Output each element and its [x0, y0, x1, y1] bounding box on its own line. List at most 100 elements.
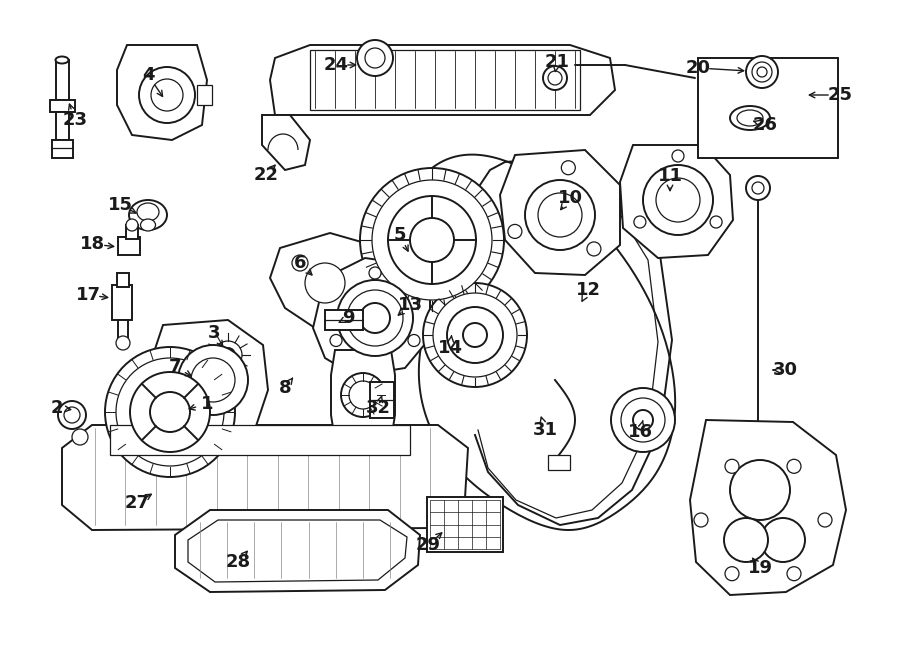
Text: 22: 22 — [254, 166, 278, 184]
Circle shape — [305, 263, 345, 303]
Circle shape — [633, 410, 653, 430]
Bar — [118, 320, 128, 340]
Circle shape — [372, 180, 492, 300]
Circle shape — [710, 216, 722, 228]
Circle shape — [191, 358, 235, 402]
Polygon shape — [690, 420, 846, 595]
Text: 9: 9 — [342, 309, 355, 327]
Circle shape — [408, 334, 420, 346]
Polygon shape — [270, 233, 375, 328]
Circle shape — [621, 398, 665, 442]
Circle shape — [634, 216, 646, 228]
Ellipse shape — [730, 106, 770, 130]
Circle shape — [643, 165, 713, 235]
Text: 25: 25 — [827, 86, 852, 104]
Text: 15: 15 — [107, 196, 132, 214]
Ellipse shape — [737, 110, 763, 126]
Bar — [118, 237, 140, 255]
Text: 2: 2 — [50, 399, 63, 417]
Polygon shape — [117, 45, 207, 140]
Circle shape — [330, 334, 342, 346]
Polygon shape — [500, 150, 620, 275]
Circle shape — [126, 219, 138, 231]
Bar — [52, 140, 73, 158]
Circle shape — [365, 48, 385, 68]
Bar — [56, 60, 69, 100]
Bar — [698, 58, 838, 158]
Text: 28: 28 — [225, 553, 250, 571]
Circle shape — [58, 401, 86, 429]
Text: 31: 31 — [533, 421, 557, 439]
Polygon shape — [143, 320, 268, 450]
Circle shape — [342, 300, 358, 316]
Text: 4: 4 — [142, 66, 154, 84]
Circle shape — [72, 429, 88, 445]
Circle shape — [525, 180, 595, 250]
Circle shape — [746, 56, 778, 88]
Text: 10: 10 — [557, 189, 582, 207]
Text: 8: 8 — [279, 379, 292, 397]
Circle shape — [337, 280, 413, 356]
Text: 12: 12 — [575, 281, 600, 299]
Ellipse shape — [137, 203, 159, 221]
Circle shape — [543, 66, 567, 90]
Circle shape — [150, 392, 190, 432]
Circle shape — [694, 513, 708, 527]
Bar — [325, 310, 363, 330]
Circle shape — [151, 79, 183, 111]
Circle shape — [746, 176, 770, 200]
Bar — [310, 50, 580, 110]
Circle shape — [206, 333, 250, 377]
Ellipse shape — [140, 219, 156, 231]
Circle shape — [214, 341, 242, 369]
Polygon shape — [62, 425, 468, 530]
Bar — [117, 273, 129, 287]
Circle shape — [672, 150, 684, 162]
Circle shape — [752, 182, 764, 194]
Circle shape — [787, 459, 801, 473]
Circle shape — [562, 161, 575, 175]
Bar — [548, 455, 570, 470]
Text: 29: 29 — [416, 536, 440, 554]
Text: 14: 14 — [437, 339, 463, 357]
Bar — [427, 497, 503, 552]
Bar — [370, 382, 394, 418]
Circle shape — [656, 178, 700, 222]
Circle shape — [360, 303, 390, 333]
Text: 3: 3 — [208, 324, 220, 342]
Circle shape — [447, 307, 503, 363]
Bar — [110, 425, 410, 455]
Text: 13: 13 — [398, 296, 422, 314]
Text: 1: 1 — [201, 395, 213, 413]
Circle shape — [587, 242, 601, 256]
Circle shape — [463, 323, 487, 347]
Circle shape — [757, 67, 767, 77]
Circle shape — [725, 566, 739, 581]
Circle shape — [818, 513, 832, 527]
Bar — [197, 85, 212, 105]
Circle shape — [369, 267, 381, 279]
Text: 27: 27 — [124, 494, 149, 512]
Circle shape — [725, 459, 739, 473]
Circle shape — [178, 345, 248, 415]
Circle shape — [64, 407, 80, 423]
Circle shape — [139, 67, 195, 123]
Circle shape — [761, 518, 805, 562]
Ellipse shape — [56, 56, 68, 63]
Circle shape — [221, 348, 235, 362]
Circle shape — [116, 336, 130, 350]
Bar — [50, 100, 75, 112]
Circle shape — [347, 290, 403, 346]
Bar — [112, 285, 132, 320]
Circle shape — [130, 372, 210, 452]
Circle shape — [724, 518, 768, 562]
Text: 21: 21 — [544, 53, 570, 71]
Circle shape — [292, 255, 308, 271]
Text: 26: 26 — [752, 116, 778, 134]
Polygon shape — [270, 45, 615, 115]
Text: 17: 17 — [76, 286, 101, 304]
Circle shape — [508, 225, 522, 239]
Text: 23: 23 — [62, 111, 87, 129]
Polygon shape — [331, 350, 395, 440]
Polygon shape — [188, 520, 407, 582]
